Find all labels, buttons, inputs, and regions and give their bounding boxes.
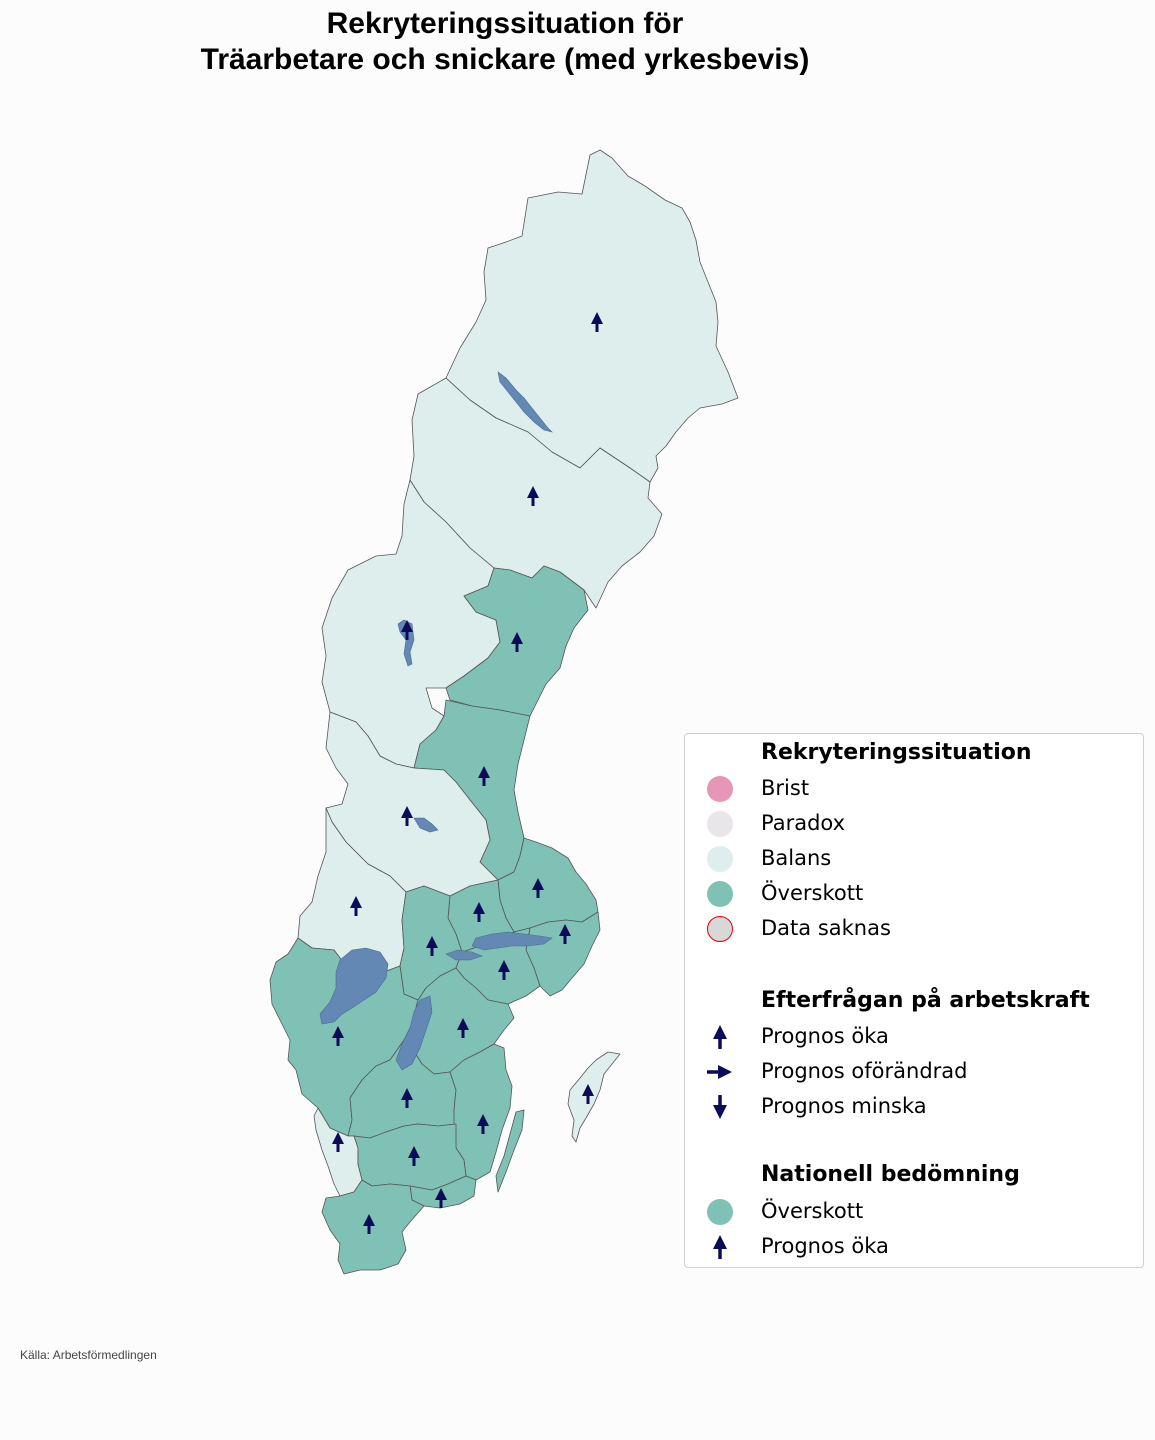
legend-item-prognos-minska: Prognos minska [685,1092,1143,1122]
legend-section-title-demand: Efterfrågan på arbetskraft [761,988,1090,1013]
map-title: Rekryteringssituation för Träarbetare oc… [0,6,1010,78]
legend-national-forecast: Prognos öka [685,1232,1143,1262]
right-arrow-icon [707,1065,732,1079]
up-arrow-icon [713,1025,727,1049]
region-gotland [567,1051,621,1143]
legend-item-brist: Brist [685,774,1143,804]
region-oland [495,1109,525,1193]
up-arrow-icon [713,1235,727,1259]
region-skane [321,1179,425,1275]
legend-section-title-status: Rekryteringssituation [761,740,1032,765]
legend-national-status: Överskott [685,1197,1143,1227]
map-legend: Rekryteringssituation Brist Paradox Bala… [684,733,1144,1268]
legend-dot-brist [707,776,733,802]
title-line-2: Träarbetare och snickare (med yrkesbevis… [200,43,810,76]
legend-dot-balans [707,846,733,872]
legend-dot-paradox [707,811,733,837]
legend-item-overskott: Överskott [685,879,1143,909]
lake-torneträsk [497,371,553,433]
lake-hjalmaren [445,949,483,961]
lake-siljan [413,817,439,833]
source-note: Källa: Arbetsförmedlingen [20,1348,157,1362]
legend-dot-overskott [707,881,733,907]
lakes [319,371,553,1071]
lake-malaren [471,931,553,951]
legend-item-balans: Balans [685,844,1143,874]
lake-vanern [319,947,389,1025]
legend-item-prognos-oforandrad: Prognos oförändrad [685,1057,1143,1087]
legend-item-prognos-oka: Prognos öka [685,1022,1143,1052]
legend-item-data-saknas: Data saknas [685,914,1143,944]
down-arrow-icon [713,1095,727,1119]
legend-item-paradox: Paradox [685,809,1143,839]
legend-section-title-national: Nationell bedömning [761,1162,1020,1187]
lake-vattern [395,995,433,1071]
legend-dot-national-overskott [707,1199,733,1225]
legend-dot-data-saknas [707,916,733,942]
title-line-1: Rekryteringssituation för [326,7,684,40]
